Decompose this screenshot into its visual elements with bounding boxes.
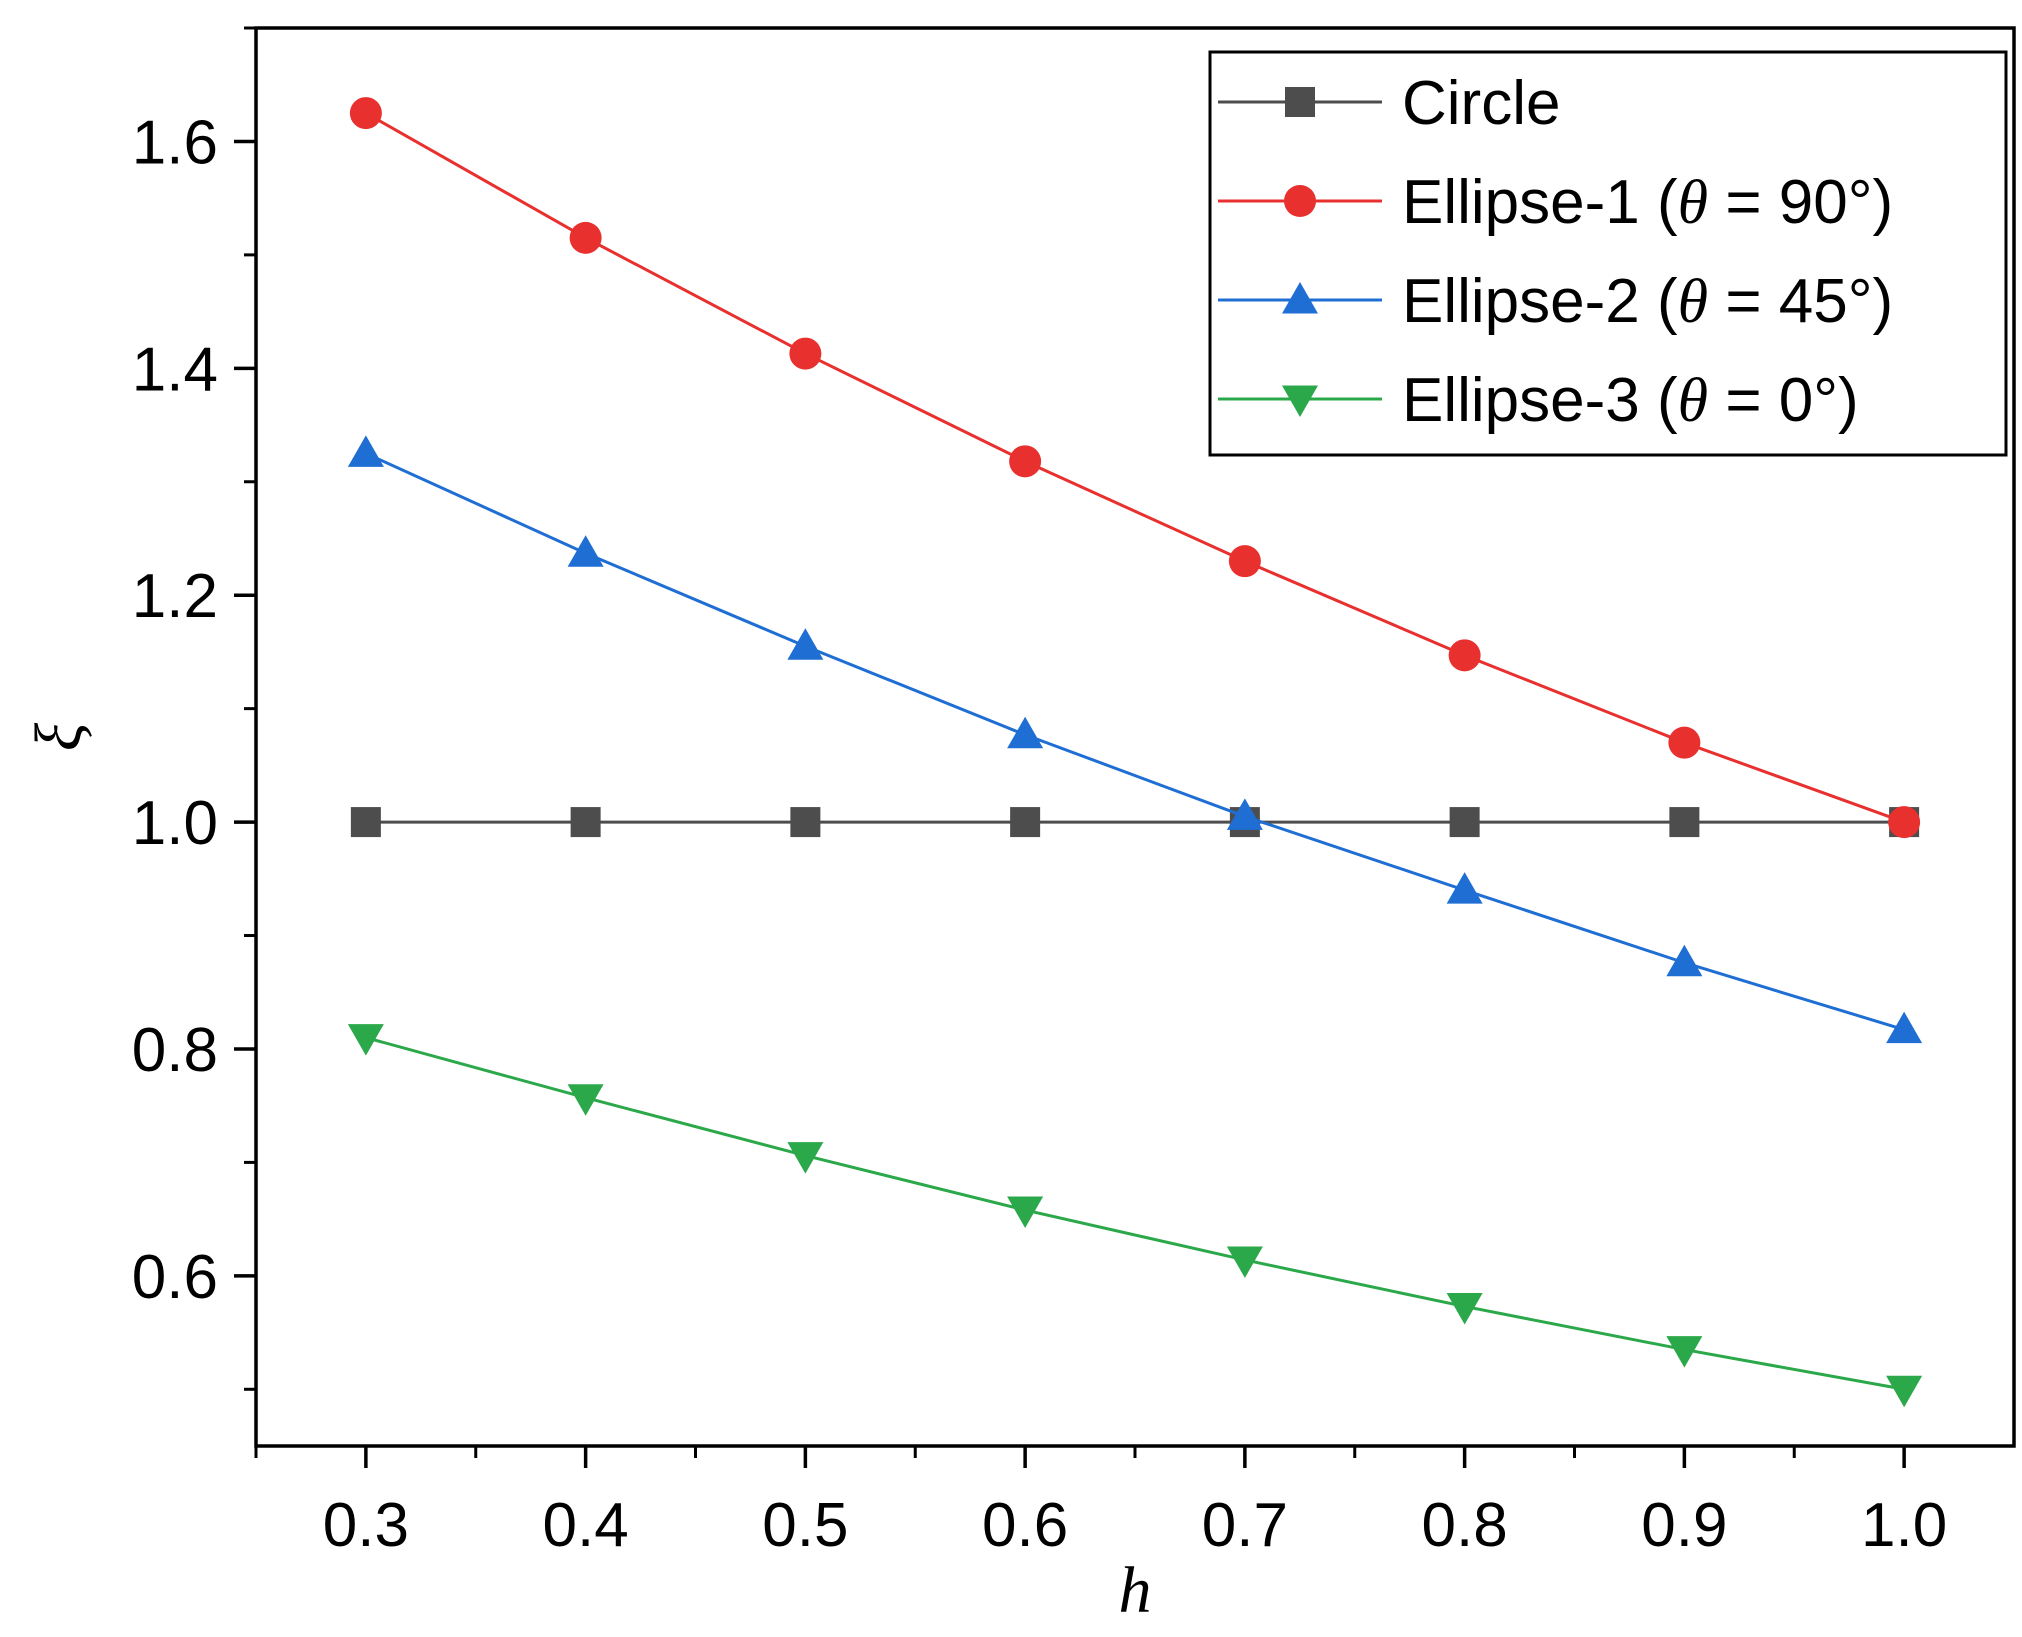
data-point <box>1446 872 1483 904</box>
x-axis-label: h <box>1119 1554 1152 1627</box>
y-axis-label: ξ <box>22 722 95 751</box>
data-point <box>789 337 822 370</box>
data-point <box>347 1024 384 1056</box>
legend-box <box>1208 50 2008 457</box>
data-point <box>1886 1375 1923 1408</box>
x-tick-label: 0.8 <box>1422 1491 1508 1560</box>
data-point <box>1009 445 1042 478</box>
legend-item: Ellipse-3 (θ = 0°) <box>1218 366 1859 435</box>
data-point <box>347 435 384 467</box>
data-point <box>1007 716 1044 749</box>
data-point <box>350 807 381 838</box>
series-line <box>365 1036 1905 1391</box>
legend-label: Ellipse-1 (θ = 90°) <box>1402 168 1893 237</box>
data-point <box>349 97 382 130</box>
legend-item: Circle <box>1218 69 1560 138</box>
data-point <box>1226 798 1263 830</box>
data-point <box>1668 726 1701 759</box>
series-circle <box>350 807 1920 838</box>
legend-label: Ellipse-2 (θ = 45°) <box>1402 267 1893 336</box>
y-axis-ticks: 0.6 0.8 1.0 1.2 1.4 1.6 <box>132 26 256 1391</box>
data-point <box>790 807 821 838</box>
y-tick-label: 1.2 <box>132 562 218 631</box>
series-ellipse-2 <box>347 435 1923 1044</box>
data-point <box>1226 1246 1263 1278</box>
x-axis-ticks: 0.3 0.4 0.5 0.6 0.7 0.8 0.9 1.0 <box>254 1446 1947 1560</box>
legend-label: Circle <box>1402 69 1560 138</box>
data-point <box>1888 806 1921 839</box>
data-point <box>1228 545 1261 578</box>
series-line <box>365 452 1905 1032</box>
x-tick-label: 0.7 <box>1202 1491 1288 1560</box>
data-point <box>569 221 602 254</box>
y-tick-label: 0.6 <box>132 1243 218 1312</box>
series-ellipse-3 <box>347 1024 1923 1408</box>
legend-marker <box>1284 185 1316 217</box>
x-tick-label: 0.3 <box>323 1491 409 1560</box>
legend-marker <box>1282 385 1318 417</box>
y-tick-label: 1.4 <box>132 335 218 404</box>
data-point <box>567 535 604 567</box>
legend-marker <box>1285 87 1315 117</box>
data-point <box>567 1084 604 1116</box>
legend-item: Ellipse-1 (θ = 90°) <box>1218 168 1893 237</box>
legend: Circle Ellipse-1 (θ = 90°) Ellipse-2 (θ = … <box>1208 50 2008 457</box>
x-tick-label: 0.9 <box>1641 1491 1727 1560</box>
data-point <box>1449 807 1480 838</box>
data-point <box>1666 944 1703 977</box>
data-point <box>1669 807 1700 838</box>
data-point <box>570 807 601 838</box>
series-ellipse-1 <box>349 97 1921 839</box>
y-tick-label: 0.8 <box>132 1016 218 1085</box>
data-point <box>1446 1292 1483 1325</box>
x-tick-label: 1.0 <box>1861 1491 1947 1560</box>
series-layer <box>347 97 1923 1408</box>
data-point <box>1010 807 1041 838</box>
x-tick-label: 0.5 <box>762 1491 848 1560</box>
data-point <box>1007 1196 1044 1229</box>
data-point <box>1448 639 1481 672</box>
data-point <box>787 1142 824 1174</box>
y-tick-label: 1.0 <box>132 789 218 858</box>
x-tick-label: 0.4 <box>543 1491 629 1560</box>
legend-label: Ellipse-3 (θ = 0°) <box>1402 366 1859 435</box>
data-point <box>1666 1336 1703 1368</box>
data-point <box>1886 1011 1923 1044</box>
series-line <box>365 111 1905 824</box>
legend-item: Ellipse-2 (θ = 45°) <box>1218 267 1893 336</box>
legend-marker <box>1282 282 1318 314</box>
y-tick-label: 1.6 <box>132 108 218 177</box>
data-point <box>787 628 824 660</box>
x-tick-label: 0.6 <box>982 1491 1068 1560</box>
